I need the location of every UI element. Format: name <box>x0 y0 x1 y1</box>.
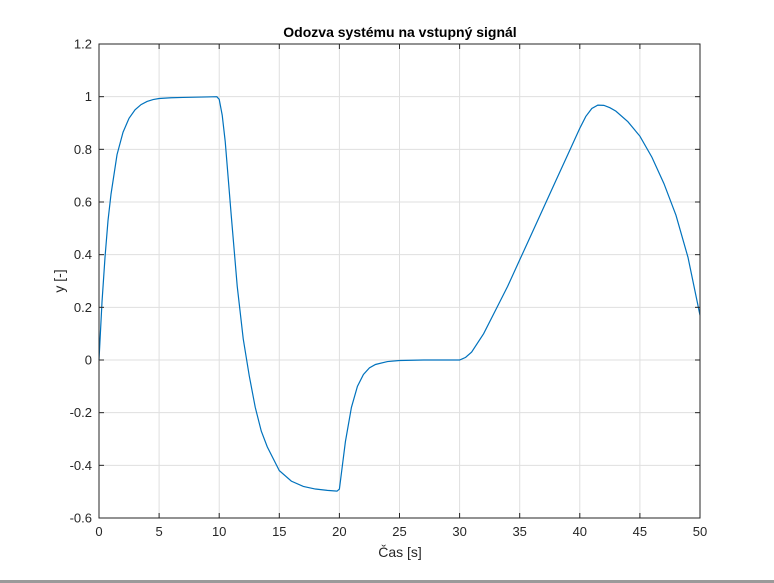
x-tick-label: 30 <box>452 524 466 539</box>
x-tick-label: 5 <box>155 524 162 539</box>
tick-labels: 0 5 10 15 20 25 30 35 40 45 50 -0.6 -0.4 -0.2 0 0.2 0.4 0… <box>70 37 708 540</box>
x-tick-label: 15 <box>272 524 286 539</box>
y-tick-label: 0.6 <box>74 195 92 210</box>
series-line <box>98 96 701 492</box>
x-tick-label: 35 <box>512 524 526 539</box>
y-tick-label: -0.6 <box>70 511 92 526</box>
y-tick-label: 0 <box>85 353 92 368</box>
x-tick-label: 20 <box>332 524 346 539</box>
y-tick-label: 0.8 <box>74 142 92 157</box>
x-tick-label: 45 <box>633 524 647 539</box>
y-tick-label: 1.2 <box>74 37 92 52</box>
y-tick-label: -0.2 <box>70 405 92 420</box>
window-bottom-border <box>0 580 774 583</box>
y-tick-label: 0.4 <box>74 247 92 262</box>
x-axis-label: Čas [s] <box>378 544 422 560</box>
chart-title: Odozva systému na vstupný signál <box>283 24 516 40</box>
x-tick-label: 0 <box>95 524 102 539</box>
y-tick-label: 0.2 <box>74 300 92 315</box>
y-tick-label: 1 <box>85 89 92 104</box>
x-tick-label: 40 <box>573 524 587 539</box>
ticks <box>98 43 701 519</box>
x-tick-label: 50 <box>693 524 707 539</box>
series-layer <box>98 96 701 492</box>
x-tick-label: 10 <box>212 524 226 539</box>
y-axis-label: y [-] <box>51 269 67 292</box>
y-tick-label: -0.4 <box>70 458 92 473</box>
x-tick-label: 25 <box>392 524 406 539</box>
